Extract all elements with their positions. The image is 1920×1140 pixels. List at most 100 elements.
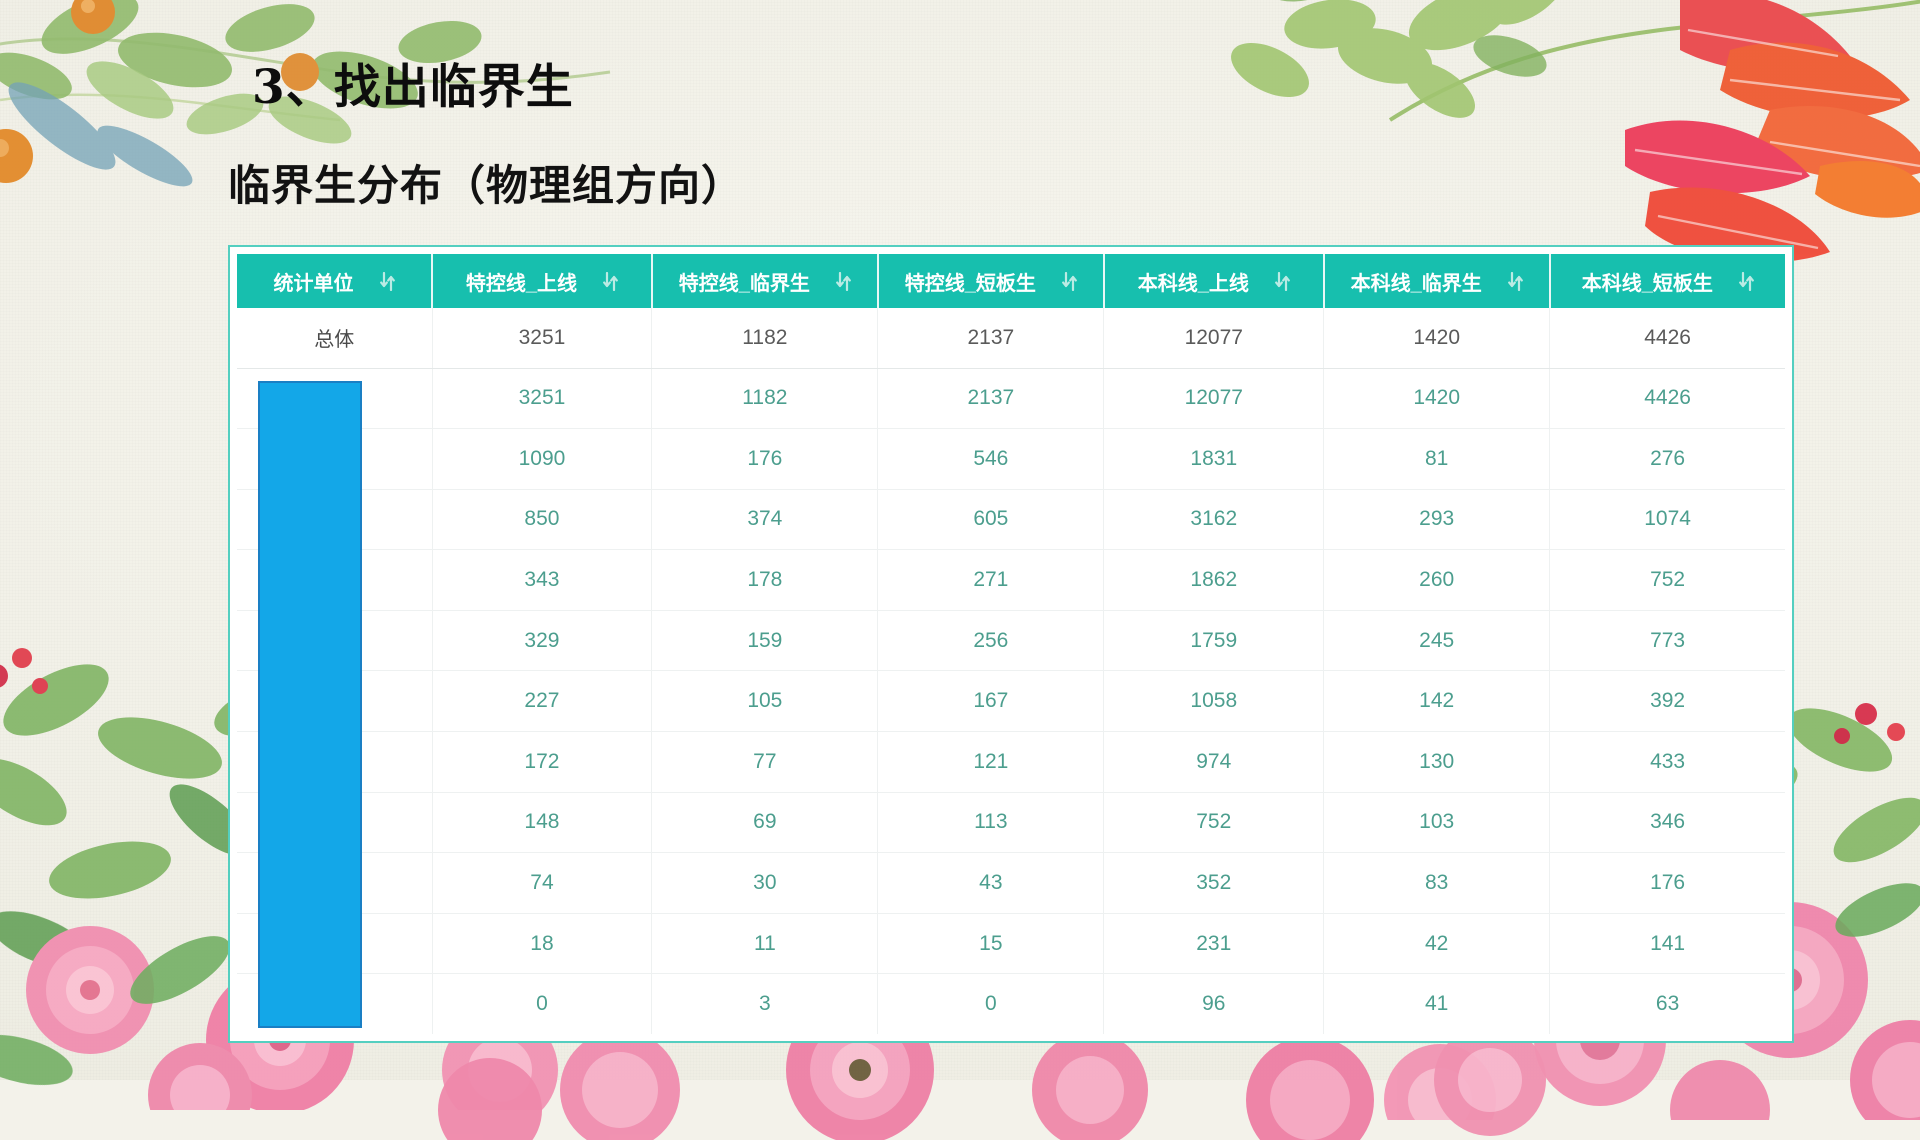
table-cell-value: 121 <box>877 731 1105 793</box>
table-cell-value: 178 <box>651 549 879 611</box>
table-cell-value: 159 <box>651 610 879 672</box>
table-cell-value: 4426 <box>1549 368 1785 430</box>
table-cell-value: 850 <box>432 489 653 551</box>
table-cell-value: 752 <box>1103 792 1325 854</box>
watercolor-decoration-top-left <box>0 0 611 187</box>
table-cell-value: 12077 <box>1103 308 1325 369</box>
table-cell-value: 433 <box>1549 731 1785 793</box>
table-cell-value: 172 <box>432 731 653 793</box>
table-body: 总体 3251 1182 2137 12077 1420 4426 3251 1182 2137 1… <box>237 308 1785 1034</box>
table-cell-value: 1074 <box>1549 489 1785 551</box>
table-cell-value: 3251 <box>432 308 653 369</box>
table-cell-value: 546 <box>877 428 1105 490</box>
table-cell-value: 105 <box>651 670 879 733</box>
table-cell-value: 2137 <box>877 308 1105 369</box>
table-cell-value: 1759 <box>1103 610 1325 672</box>
data-table-card: 统计单位 特控线_上线 <box>228 245 1794 1043</box>
table-row[interactable]: 74 30 43 352 83 176 <box>237 852 1785 914</box>
table-cell-value: 2137 <box>877 368 1105 430</box>
table-cell-value: 343 <box>432 549 653 611</box>
table-cell-value: 176 <box>651 428 879 490</box>
table-cell-value: 3 <box>651 973 879 1034</box>
table-cell-value: 130 <box>1323 731 1551 793</box>
table-cell-value: 1420 <box>1323 368 1551 430</box>
table-cell-value: 11 <box>651 913 879 975</box>
column-header-benkexian-linjiesheng[interactable]: 本科线_临界生 <box>1323 254 1551 308</box>
table-cell-value: 30 <box>651 852 879 914</box>
sort-icon[interactable] <box>1062 271 1077 291</box>
table-cell-value: 103 <box>1323 792 1551 854</box>
table-cell-value: 42 <box>1323 913 1551 975</box>
table-row[interactable]: 343 178 271 1862 260 752 <box>237 549 1785 611</box>
column-header-label: 特控线_短板生 <box>904 272 1036 295</box>
table-cell-value: 1862 <box>1103 549 1325 611</box>
table-cell-value: 1058 <box>1103 670 1325 733</box>
table-row[interactable]: 3251 1182 2137 12077 1420 4426 <box>237 368 1785 430</box>
table-cell-value: 0 <box>432 973 653 1034</box>
table-cell-value: 329 <box>432 610 653 672</box>
column-header-benkexian-duanbansheng[interactable]: 本科线_短板生 <box>1549 254 1785 308</box>
table-row[interactable]: 329 159 256 1759 245 773 <box>237 610 1785 672</box>
table-cell-value: 18 <box>432 913 653 975</box>
table-cell-value: 256 <box>877 610 1105 672</box>
table-cell-unit: 总体 <box>237 308 433 369</box>
sort-icon[interactable] <box>1274 271 1290 291</box>
table-cell-value: 142 <box>1323 670 1551 733</box>
blue-highlight-rectangle[interactable] <box>258 381 362 1028</box>
table-cell-value: 43 <box>877 852 1105 914</box>
table-cell-value: 374 <box>651 489 879 551</box>
table-row[interactable]: 850 374 605 3162 293 1074 <box>237 489 1785 551</box>
table-cell-value: 3251 <box>432 368 653 430</box>
column-header-tongjidanwei[interactable]: 统计单位 <box>237 254 434 308</box>
table-cell-value: 69 <box>651 792 879 854</box>
table-row[interactable]: 总体 3251 1182 2137 12077 1420 4426 <box>237 308 1785 369</box>
distribution-table: 统计单位 特控线_上线 <box>237 254 1785 1034</box>
column-header-label: 统计单位 <box>273 272 354 295</box>
table-cell-value: 81 <box>1323 428 1551 490</box>
page-subtitle: 临界生分布（物理组方向） <box>228 161 745 210</box>
sort-icon[interactable] <box>603 271 618 291</box>
sort-icon[interactable] <box>836 271 851 291</box>
table-row[interactable]: 172 77 121 974 130 433 <box>237 731 1785 793</box>
table-header-row: 统计单位 特控线_上线 <box>237 254 1785 308</box>
sort-icon[interactable] <box>1507 271 1523 291</box>
column-header-label: 本科线_短板生 <box>1581 272 1713 295</box>
table-row[interactable]: 1090 176 546 1831 81 276 <box>237 428 1785 490</box>
sort-icon[interactable] <box>379 271 395 291</box>
table-cell-value: 83 <box>1323 852 1551 914</box>
table-cell-value: 176 <box>1549 852 1785 914</box>
table-cell-value: 1182 <box>651 308 879 369</box>
table-cell-value: 3162 <box>1103 489 1325 551</box>
table-cell-value: 141 <box>1549 913 1785 975</box>
column-header-label: 本科线_临界生 <box>1350 272 1482 295</box>
sort-icon[interactable] <box>1738 271 1754 291</box>
table-row[interactable]: 227 105 167 1058 142 392 <box>237 670 1785 733</box>
column-header-tekongxian-duanbansheng[interactable]: 特控线_短板生 <box>877 254 1105 308</box>
page-title: 3、找出临界生 <box>252 60 574 115</box>
table-cell-value: 227 <box>432 670 653 733</box>
table-cell-value: 15 <box>877 913 1105 975</box>
table-cell-value: 148 <box>432 792 653 854</box>
table-cell-value: 77 <box>651 731 879 793</box>
table-row[interactable]: 0 3 0 96 41 63 <box>237 973 1785 1034</box>
table-cell-value: 1420 <box>1323 308 1551 369</box>
table-cell-value: 12077 <box>1103 368 1325 430</box>
column-header-label: 特控线_临界生 <box>678 272 810 295</box>
table-header: 统计单位 特控线_上线 <box>237 254 1785 308</box>
table-row[interactable]: 148 69 113 752 103 346 <box>237 792 1785 854</box>
table-cell-value: 773 <box>1549 610 1785 672</box>
table-cell-value: 74 <box>432 852 653 914</box>
table-cell-value: 605 <box>877 489 1105 551</box>
table-cell-value: 41 <box>1323 973 1551 1034</box>
table-cell-value: 0 <box>877 973 1105 1034</box>
column-header-tekongxian-linjiesheng[interactable]: 特控线_临界生 <box>651 254 879 308</box>
table-row[interactable]: 18 11 15 231 42 141 <box>237 913 1785 975</box>
table-cell-value: 113 <box>877 792 1105 854</box>
table-cell-value: 352 <box>1103 852 1325 914</box>
table-cell-value: 167 <box>877 670 1105 733</box>
column-header-tekongxian-shangxian[interactable]: 特控线_上线 <box>432 254 653 308</box>
column-header-benkexian-shangxian[interactable]: 本科线_上线 <box>1103 254 1325 308</box>
table-cell-value: 1831 <box>1103 428 1325 490</box>
table-cell-value: 4426 <box>1549 308 1785 369</box>
column-header-label: 特控线_上线 <box>465 272 578 295</box>
